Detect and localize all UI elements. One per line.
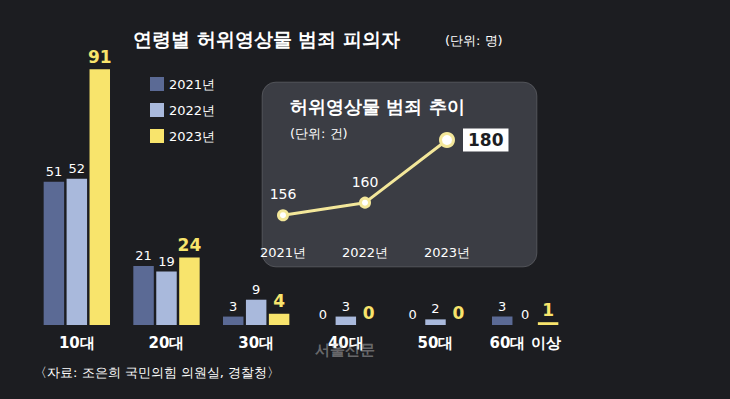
svg-text:(단위: 명): (단위: 명) [445,33,503,48]
svg-text:2022년: 2022년 [169,103,215,118]
svg-text:0: 0 [319,307,327,322]
svg-text:180: 180 [468,130,504,150]
svg-text:20대: 20대 [149,334,185,352]
svg-text:91: 91 [88,47,112,67]
svg-text:연령별 허위영상물 범죄 피의자: 연령별 허위영상물 범죄 피의자 [133,28,400,50]
svg-text:51: 51 [46,164,63,179]
svg-text:0: 0 [408,307,416,322]
svg-text:〈자료: 조은희 국민의힘 의원실, 경찰청〉: 〈자료: 조은희 국민의힘 의원실, 경찰청〉 [34,365,280,380]
svg-text:2023년: 2023년 [424,245,470,260]
svg-text:10대: 10대 [59,334,95,352]
svg-text:2021년: 2021년 [169,77,215,92]
svg-text:2021년: 2021년 [260,245,306,260]
svg-text:19: 19 [158,254,175,269]
svg-text:52: 52 [69,161,86,176]
svg-text:서울신문: 서울신문 [315,341,375,359]
svg-text:3: 3 [342,299,350,314]
svg-text:2022년: 2022년 [342,245,388,260]
svg-text:3: 3 [498,299,506,314]
svg-text:0: 0 [453,303,465,323]
svg-text:9: 9 [252,282,260,297]
svg-text:0: 0 [363,303,375,323]
svg-text:24: 24 [178,235,202,255]
svg-text:4: 4 [273,291,285,311]
svg-text:허위영상물 범죄 추이: 허위영상물 범죄 추이 [290,96,465,117]
svg-text:(단위: 건): (단위: 건) [290,126,348,141]
svg-text:2023년: 2023년 [169,129,215,144]
svg-text:160: 160 [352,174,379,190]
svg-text:60대 이상: 60대 이상 [490,334,561,352]
svg-text:3: 3 [229,299,237,314]
svg-text:50대: 50대 [418,334,454,352]
svg-text:156: 156 [270,186,297,202]
svg-text:1: 1 [542,300,554,320]
svg-text:21: 21 [135,248,152,263]
svg-text:0: 0 [521,307,529,322]
svg-text:30대: 30대 [238,334,274,352]
svg-text:2: 2 [431,301,439,316]
